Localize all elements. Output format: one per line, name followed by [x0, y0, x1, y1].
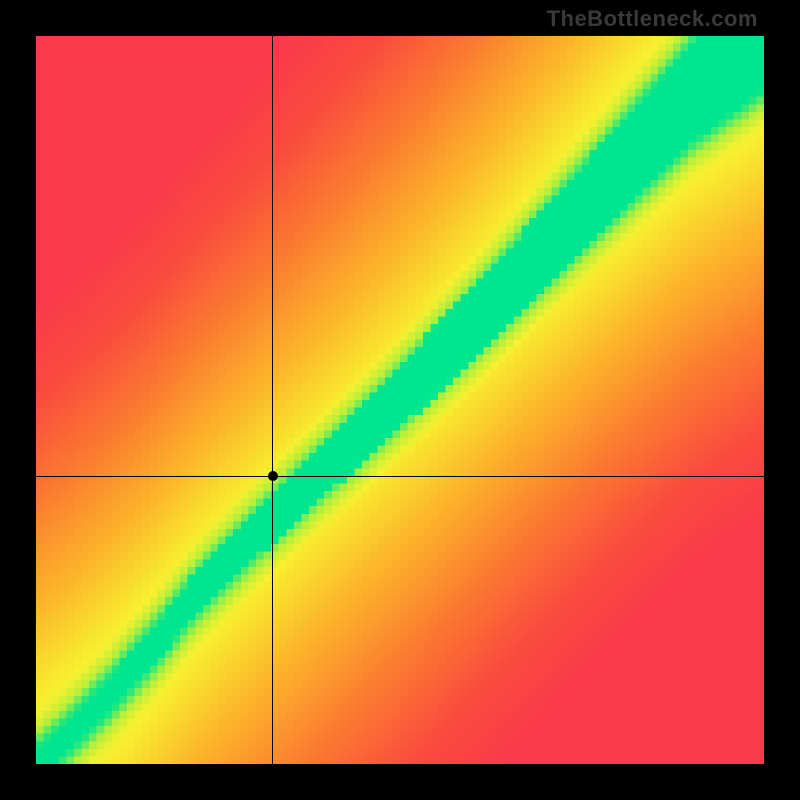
crosshair-vertical: [272, 36, 273, 764]
crosshair-horizontal: [36, 476, 764, 477]
watermark-text: TheBottleneck.com: [547, 6, 758, 32]
bottleneck-heatmap: [36, 36, 764, 764]
